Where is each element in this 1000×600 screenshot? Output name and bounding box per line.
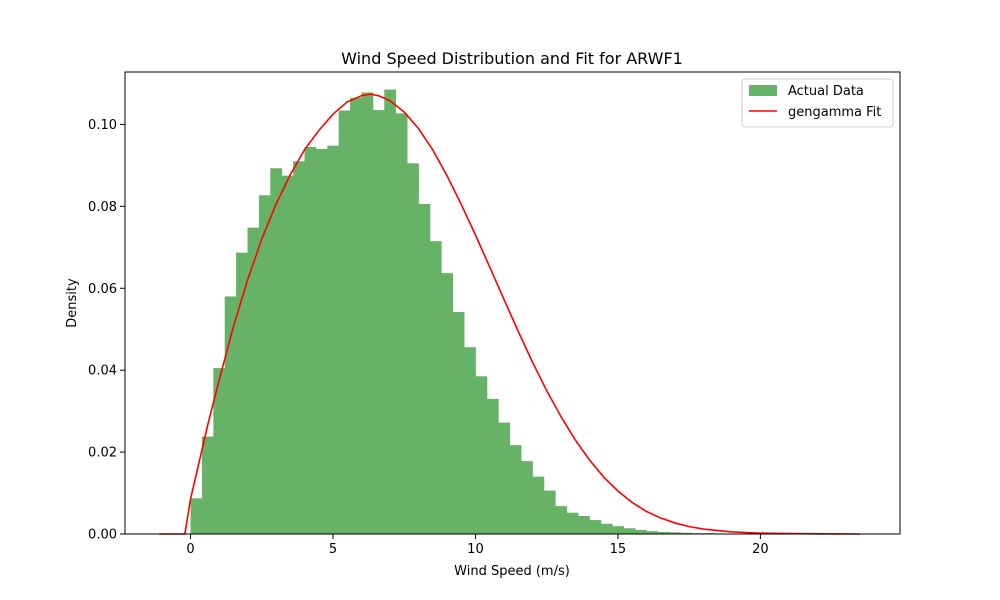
histogram-bar	[201, 436, 214, 534]
histogram-bar	[236, 252, 248, 534]
plot-frame	[124, 71, 901, 535]
histogram-bar	[612, 526, 625, 534]
fit-curve-line	[159, 93, 861, 535]
y-tick-label: 0.10	[88, 118, 117, 133]
x-tick-label: 10	[467, 542, 484, 557]
histogram-bar	[418, 203, 431, 534]
histogram-bar	[224, 296, 237, 534]
histogram-bar	[372, 110, 385, 534]
y-tick-label: 0.08	[88, 200, 117, 215]
histogram-bar	[247, 227, 260, 534]
histogram-bar	[646, 531, 659, 534]
histogram-bar	[657, 531, 670, 534]
histogram-bar	[578, 515, 590, 534]
legend-swatch-actual-data	[749, 85, 777, 96]
histogram-bar	[623, 528, 636, 534]
histogram-bar	[350, 97, 362, 535]
histogram-bar	[521, 461, 533, 534]
histogram-bar	[338, 110, 351, 534]
histogram-bars	[190, 89, 773, 535]
histogram-bar	[486, 398, 499, 534]
x-tick-label: 5	[329, 542, 337, 557]
histogram-bar	[281, 175, 294, 534]
histogram-bar	[669, 532, 682, 534]
histogram-bar	[543, 490, 556, 534]
histogram-bar	[213, 368, 226, 534]
histogram-bar	[452, 312, 465, 534]
histogram-bar	[384, 89, 397, 535]
x-tick-label: 20	[752, 542, 769, 557]
histogram-bar	[395, 113, 408, 535]
legend-label-actual-data: Actual Data	[788, 84, 864, 99]
chart-title: Wind Speed Distribution and Fit for ARWF…	[341, 49, 683, 68]
histogram-bar	[680, 532, 693, 534]
legend: Actual Data gengamma Fit	[741, 78, 894, 128]
histogram-bar	[635, 529, 647, 534]
histogram-bar	[293, 161, 305, 535]
histogram-bar	[258, 195, 271, 534]
histogram-bar	[600, 523, 613, 534]
x-axis: 0 5 10 15 20	[186, 534, 769, 557]
histogram-bar	[270, 168, 283, 534]
histogram-bar	[441, 273, 454, 534]
y-tick-label: 0.04	[88, 364, 117, 379]
histogram-bar	[475, 376, 488, 534]
histogram-bar	[464, 347, 476, 534]
histogram-bar	[566, 512, 579, 534]
histogram-bar	[190, 498, 203, 534]
histogram-bar	[589, 520, 602, 534]
y-axis: 0.00 0.02 0.04 0.06 0.08 0.10	[88, 118, 125, 543]
histogram-bar	[361, 92, 374, 534]
histogram-bar	[509, 445, 522, 534]
histogram-bar	[429, 241, 442, 534]
y-tick-label: 0.00	[88, 528, 117, 543]
x-tick-label: 15	[610, 542, 627, 557]
histogram-bar	[532, 476, 545, 534]
legend-box	[741, 78, 894, 128]
histogram-bar	[304, 146, 317, 534]
histogram-bar	[327, 145, 340, 534]
histogram-bar	[407, 163, 419, 534]
histogram-bar	[555, 506, 568, 534]
y-tick-label: 0.02	[88, 446, 117, 461]
x-axis-label: Wind Speed (m/s)	[454, 564, 570, 579]
x-tick-label: 0	[186, 542, 194, 557]
y-tick-label: 0.06	[88, 282, 117, 297]
y-axis-label: Density	[65, 278, 80, 328]
histogram-bar	[498, 422, 511, 534]
legend-label-fit: gengamma Fit	[788, 105, 881, 120]
histogram-bar	[315, 149, 328, 534]
